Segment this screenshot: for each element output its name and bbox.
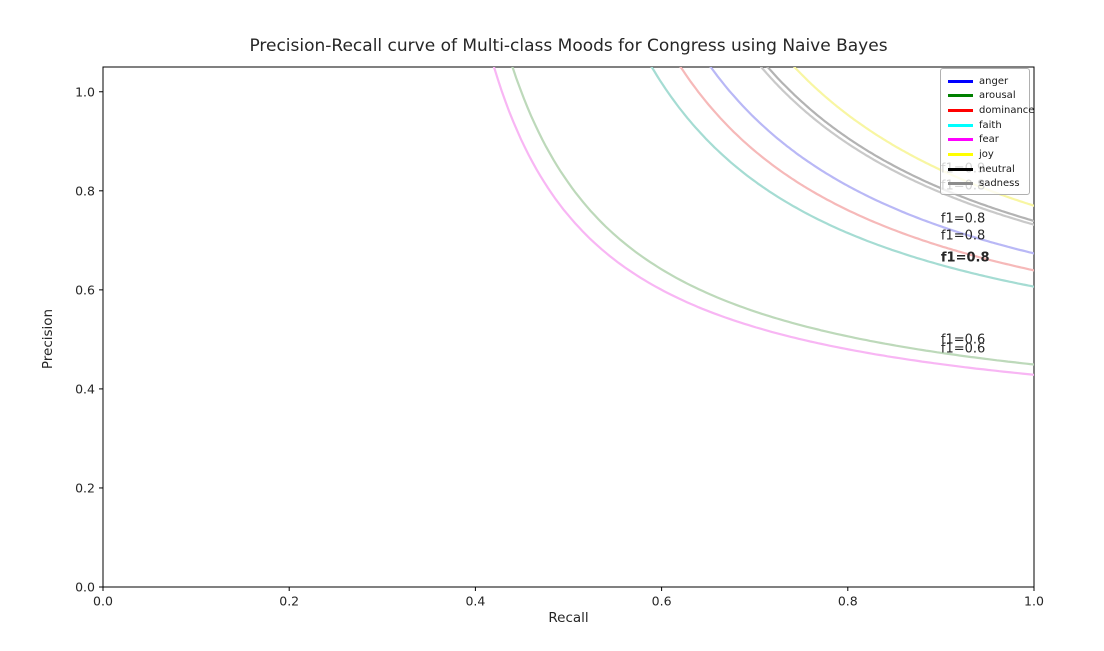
legend-item-anger: anger	[948, 74, 1025, 88]
iso-f1-curve-faith	[650, 67, 1034, 288]
x-axis-label: Recall	[548, 610, 589, 626]
axis-ticks: 0.0 0.2 0.4 0.6 0.8 1.0 0.0 0.2 0.4 0.6 0.8 1.0	[75, 84, 1044, 608]
legend-line-neutral	[948, 167, 973, 171]
legend-item-dominance: dominance	[948, 103, 1034, 117]
x-tick-label: 0.2	[279, 594, 299, 609]
y-tick-label: 0.6	[75, 282, 95, 297]
iso-f1-curve-neutral	[766, 67, 1034, 223]
x-tick-label: 0.8	[838, 594, 858, 609]
iso-f1-curve-dominance	[679, 67, 1034, 272]
x-tick-label: 0.4	[465, 594, 485, 609]
iso-f1-annotation: f1=0.8	[941, 228, 985, 243]
legend: anger arousal dominance faith fear joy neutral…	[940, 68, 1034, 195]
legend-line-arousal	[948, 94, 973, 98]
legend-label-sadness: sadness	[979, 178, 1020, 190]
legend-label-anger: anger	[979, 75, 1009, 87]
legend-label-dominance: dominance	[979, 104, 1035, 116]
iso-f1-curve-fear	[492, 67, 1034, 376]
iso-f1-curve-sadness	[760, 67, 1034, 226]
legend-label-neutral: neutral	[979, 163, 1015, 175]
y-tick-label: 0.2	[75, 480, 95, 495]
legend-item-faith: faith	[948, 118, 1025, 132]
x-tick-label: 0.6	[652, 594, 672, 609]
legend-label-faith: faith	[979, 119, 1002, 131]
x-tick-label: 0.0	[93, 594, 113, 609]
y-tick-label: 1.0	[75, 84, 95, 99]
x-tick-label: 1.0	[1024, 594, 1044, 609]
legend-label-joy: joy	[979, 149, 994, 161]
legend-item-arousal: arousal	[948, 89, 1025, 103]
y-tick-label: 0.0	[75, 580, 95, 595]
iso-f1-curve-anger	[709, 67, 1034, 255]
legend-line-fear	[948, 138, 973, 142]
legend-line-sadness	[948, 182, 973, 186]
legend-label-fear: fear	[979, 134, 999, 146]
iso-f1-annotation: f1=0.8	[941, 212, 985, 227]
iso-f1-annotation: f1=0.8	[941, 251, 990, 266]
legend-item-neutral: neutral	[948, 162, 1025, 176]
legend-line-joy	[948, 153, 973, 157]
iso-f1-annotation: f1=0.6	[941, 341, 985, 356]
axes-frame	[102, 66, 1035, 588]
legend-line-dominance	[948, 108, 973, 112]
legend-item-joy: joy	[948, 148, 1025, 162]
legend-item-sadness: sadness	[948, 177, 1025, 191]
legend-line-faith	[948, 123, 973, 127]
legend-label-arousal: arousal	[979, 90, 1016, 102]
legend-item-fear: fear	[948, 133, 1025, 147]
chart-title: Precision-Recall curve of Multi-class Mo…	[249, 36, 888, 56]
legend-line-anger	[948, 79, 973, 83]
y-tick-label: 0.4	[75, 381, 95, 396]
y-axis-label: Precision	[40, 308, 56, 370]
iso-f1-curve-arousal	[511, 67, 1034, 366]
iso-f1-annotation: f1=0.6	[941, 332, 985, 347]
y-tick-label: 0.8	[75, 183, 95, 198]
